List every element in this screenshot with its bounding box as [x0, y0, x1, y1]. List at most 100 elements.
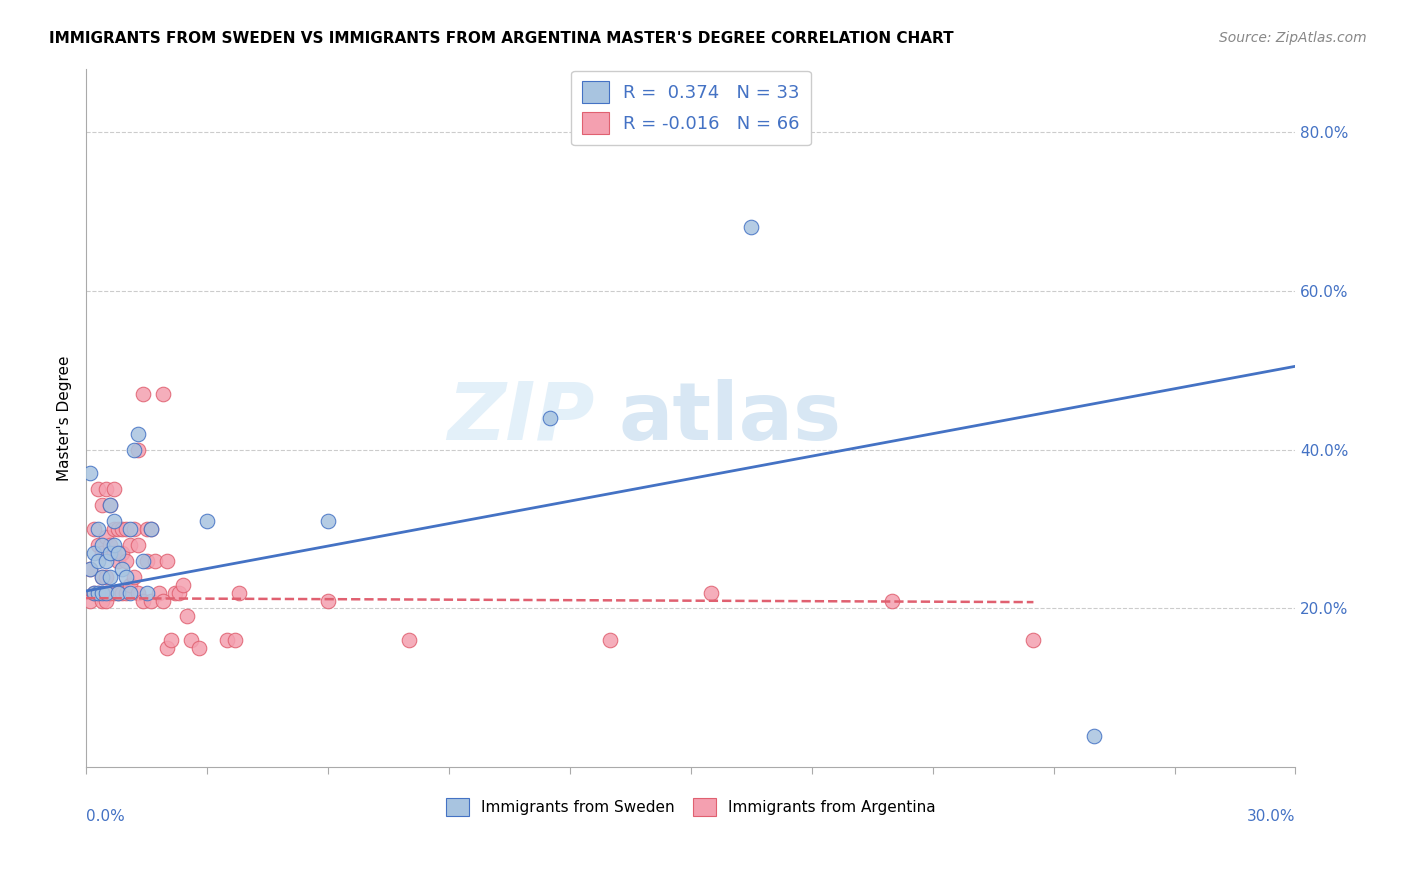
Point	[107, 554, 129, 568]
Point	[538, 410, 561, 425]
Point	[167, 585, 190, 599]
Point	[176, 609, 198, 624]
Point	[107, 546, 129, 560]
Point	[83, 522, 105, 536]
Point	[139, 593, 162, 607]
Point	[115, 585, 138, 599]
Point	[87, 483, 110, 497]
Point	[156, 641, 179, 656]
Point	[115, 522, 138, 536]
Point	[124, 570, 146, 584]
Point	[127, 442, 149, 457]
Point	[599, 633, 621, 648]
Point	[120, 585, 142, 599]
Point	[91, 570, 114, 584]
Point	[180, 633, 202, 648]
Point	[135, 554, 157, 568]
Point	[316, 593, 339, 607]
Point	[115, 554, 138, 568]
Point	[79, 562, 101, 576]
Point	[91, 585, 114, 599]
Point	[127, 538, 149, 552]
Text: 0.0%: 0.0%	[86, 809, 125, 824]
Point	[96, 570, 118, 584]
Y-axis label: Master's Degree: Master's Degree	[58, 355, 72, 481]
Text: Source: ZipAtlas.com: Source: ZipAtlas.com	[1219, 31, 1367, 45]
Point	[152, 387, 174, 401]
Point	[83, 585, 105, 599]
Point	[107, 585, 129, 599]
Point	[87, 585, 110, 599]
Point	[98, 570, 121, 584]
Point	[98, 585, 121, 599]
Point	[103, 585, 125, 599]
Point	[107, 522, 129, 536]
Point	[79, 467, 101, 481]
Point	[143, 554, 166, 568]
Point	[120, 538, 142, 552]
Point	[124, 442, 146, 457]
Point	[135, 522, 157, 536]
Point	[131, 593, 153, 607]
Point	[87, 522, 110, 536]
Point	[87, 538, 110, 552]
Point	[700, 585, 723, 599]
Point	[98, 546, 121, 560]
Point	[152, 593, 174, 607]
Point	[103, 483, 125, 497]
Point	[120, 522, 142, 536]
Point	[224, 633, 246, 648]
Point	[96, 585, 118, 599]
Point	[148, 585, 170, 599]
Point	[139, 522, 162, 536]
Point	[103, 514, 125, 528]
Point	[1083, 729, 1105, 743]
Point	[127, 585, 149, 599]
Text: ZIP: ZIP	[447, 379, 593, 457]
Point	[107, 585, 129, 599]
Point	[882, 593, 904, 607]
Point	[115, 570, 138, 584]
Point	[96, 530, 118, 544]
Point	[91, 546, 114, 560]
Point	[98, 498, 121, 512]
Point	[103, 546, 125, 560]
Point	[159, 633, 181, 648]
Point	[111, 585, 134, 599]
Point	[96, 554, 118, 568]
Point	[172, 577, 194, 591]
Point	[124, 522, 146, 536]
Point	[1022, 633, 1045, 648]
Point	[91, 538, 114, 552]
Point	[96, 483, 118, 497]
Point	[316, 514, 339, 528]
Text: atlas: atlas	[619, 379, 841, 457]
Point	[91, 498, 114, 512]
Text: IMMIGRANTS FROM SWEDEN VS IMMIGRANTS FROM ARGENTINA MASTER'S DEGREE CORRELATION : IMMIGRANTS FROM SWEDEN VS IMMIGRANTS FRO…	[49, 31, 953, 46]
Point	[83, 546, 105, 560]
Point	[103, 522, 125, 536]
Point	[111, 546, 134, 560]
Point	[83, 585, 105, 599]
Point	[228, 585, 250, 599]
Point	[217, 633, 239, 648]
Point	[91, 570, 114, 584]
Point	[127, 426, 149, 441]
Point	[139, 522, 162, 536]
Point	[120, 577, 142, 591]
Point	[131, 554, 153, 568]
Point	[163, 585, 186, 599]
Point	[131, 387, 153, 401]
Text: 30.0%: 30.0%	[1247, 809, 1295, 824]
Point	[195, 514, 218, 528]
Point	[156, 554, 179, 568]
Point	[398, 633, 420, 648]
Point	[91, 593, 114, 607]
Point	[740, 220, 762, 235]
Point	[79, 593, 101, 607]
Point	[103, 538, 125, 552]
Point	[79, 562, 101, 576]
Point	[98, 538, 121, 552]
Point	[111, 522, 134, 536]
Point	[111, 562, 134, 576]
